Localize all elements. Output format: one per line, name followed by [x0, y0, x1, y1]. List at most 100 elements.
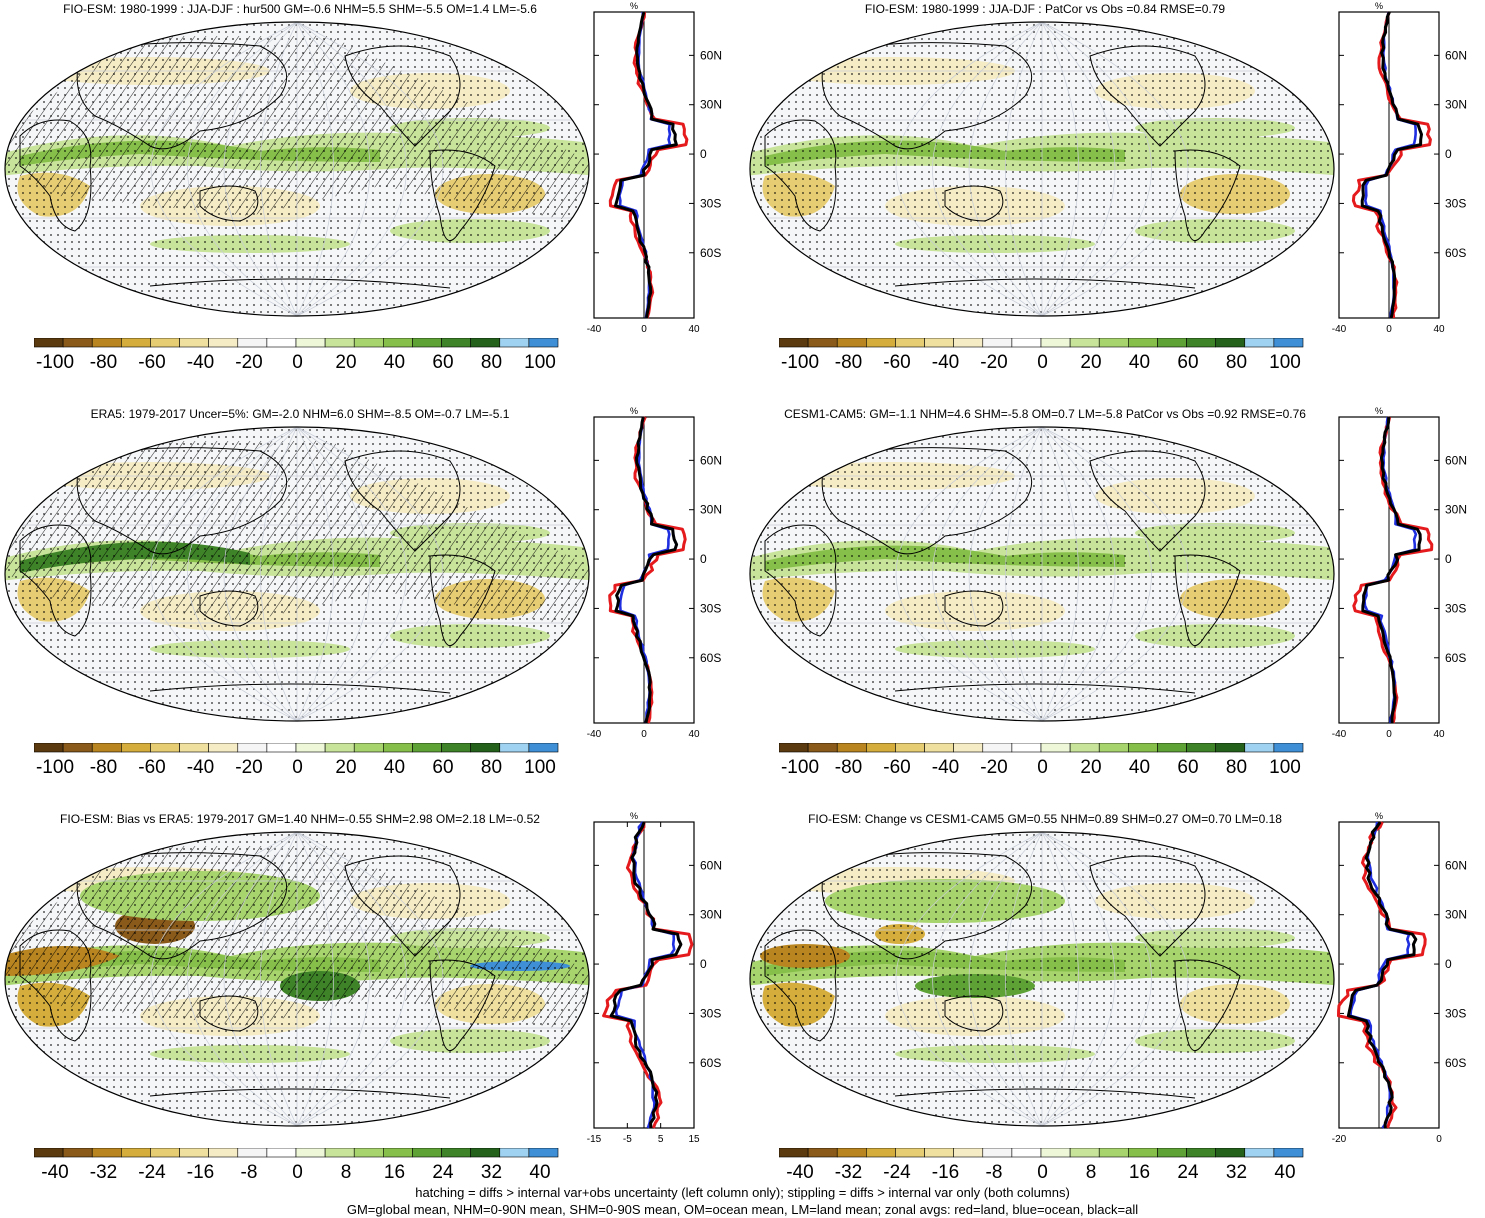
colorbar-label: -20 [980, 352, 1008, 373]
colorbar-label: -24 [138, 1162, 166, 1183]
colorbar-labels: -100 -80 -60 -40 -20 0 20 40 60 80 100 [775, 352, 1315, 376]
colorbar-cell [179, 338, 209, 348]
zonal-ytick: 30S [1445, 1006, 1466, 1020]
colorbar-label: -20 [980, 757, 1008, 778]
colorbar-cell [895, 1148, 925, 1158]
zonal-ytick: 30N [1445, 908, 1467, 922]
zonal-average-plot: % 60N 30N 0 30S 60S -40 0 40 [1332, 406, 1467, 740]
colorbar-cell [150, 743, 180, 753]
colorbar-label: 80 [480, 352, 503, 373]
colorbar-cell [237, 338, 268, 348]
zonal-ytick: 60S [1445, 651, 1466, 665]
colorbar-cell [779, 1148, 809, 1158]
zonal-ytick: 30N [1445, 503, 1467, 517]
colorbar-labels: -100 -80 -60 -40 -20 0 20 40 60 80 100 [775, 757, 1315, 781]
colorbar-labels: -40 -32 -24 -16 -8 0 8 16 24 32 40 [775, 1162, 1315, 1186]
colorbar-label: 20 [335, 352, 357, 373]
colorbar-cell [1011, 1148, 1042, 1158]
colorbar-cell [266, 1148, 297, 1158]
colorbar-cell [982, 743, 1013, 753]
zonal-ytick: 0 [1445, 552, 1452, 566]
zonal-unit: % [1375, 1, 1383, 11]
colorbar-label: 0 [292, 352, 303, 373]
zonal-ytick: 0 [700, 552, 707, 566]
zonal-xtick: -40 [587, 324, 602, 335]
colorbar-label: -80 [834, 352, 863, 373]
colorbar-cell [208, 1148, 239, 1158]
zonal-ytick: 60N [700, 48, 722, 62]
figure-panel: FIO-ESM: 1980-1999 : JJA-DJF : hur500 GM… [0, 0, 742, 405]
colorbar-label: 20 [1080, 352, 1102, 373]
zonal-xtick: 0 [1386, 324, 1392, 335]
colorbar-cell [1040, 338, 1071, 348]
colorbar-label: 40 [529, 1162, 551, 1183]
colorbar-label: 60 [1177, 352, 1199, 373]
colorbar-cell [1186, 338, 1216, 348]
colorbar [779, 338, 1304, 348]
colorbar-cell [1157, 743, 1187, 753]
colorbar-cell [1157, 338, 1187, 348]
colorbar-label: -40 [931, 757, 960, 778]
figure-panel: FIO-ESM: 1980-1999 : JJA-DJF : PatCor vs… [745, 0, 1485, 405]
world-map [4, 21, 590, 317]
zonal-xtick: 0 [641, 324, 647, 335]
colorbar-cell [34, 338, 64, 348]
colorbar-label: 100 [524, 352, 556, 373]
world-map [749, 831, 1335, 1127]
colorbar-cell [441, 338, 471, 348]
panel-title: FIO-ESM: 1980-1999 : JJA-DJF : hur500 GM… [63, 2, 537, 16]
colorbar-cell [807, 338, 838, 348]
colorbar-cell [179, 1148, 209, 1158]
colorbar-label: 60 [432, 352, 454, 373]
colorbar-cell [353, 743, 384, 753]
footer-line-2: GM=global mean, NHM=0-90N mean, SHM=0-90… [346, 1202, 1139, 1217]
colorbar-cell [91, 1148, 122, 1158]
colorbar-cell [779, 338, 809, 348]
colorbar-cell [528, 1148, 559, 1158]
zonal-xtick: 40 [1433, 324, 1445, 335]
colorbar-label: 8 [340, 1162, 352, 1183]
colorbar-label: -40 [186, 352, 215, 373]
colorbar-cell [266, 338, 297, 348]
colorbar-cell [1273, 338, 1304, 348]
world-map [4, 831, 590, 1127]
colorbar-cell [150, 338, 180, 348]
colorbar-cell [866, 1148, 896, 1158]
zonal-average-plot: % 60N 30N 0 30S 60S -40 0 40 [1332, 1, 1467, 335]
zonal-xtick: 15 [688, 1134, 700, 1145]
colorbar-label: -16 [931, 1162, 960, 1183]
colorbar-label: 80 [1225, 352, 1248, 373]
colorbar-cell [34, 743, 64, 753]
zonal-all-line [614, 11, 678, 319]
colorbar-label: -8 [240, 1162, 258, 1183]
zonal-xtick: -40 [1332, 324, 1347, 335]
zonal-xtick: -20 [1332, 1134, 1347, 1145]
colorbar-cell [1069, 743, 1100, 753]
colorbar-cell [383, 743, 413, 753]
zonal-ytick: 0 [1445, 147, 1452, 161]
figure-panel: FIO-ESM: Bias vs ERA5: 1979-2017 GM=1.40… [0, 810, 742, 1215]
figure-panel: CESM1-CAM5: GM=-1.1 NHM=4.6 SHM=-5.8 OM=… [745, 405, 1485, 810]
colorbar-label: -100 [35, 352, 75, 373]
colorbar-label: 24 [1177, 1162, 1199, 1183]
colorbar-label: -20 [235, 352, 263, 373]
colorbar-label: 0 [1037, 352, 1048, 373]
colorbar-label: 20 [1080, 757, 1102, 778]
zonal-ytick: 60N [700, 453, 722, 467]
colorbar-label: -60 [138, 352, 166, 373]
colorbar-cell [807, 743, 838, 753]
world-map [749, 21, 1335, 317]
colorbar-cell [412, 743, 442, 753]
figure-panel: FIO-ESM: Change vs CESM1-CAM5 GM=0.55 NH… [745, 810, 1485, 1215]
colorbar-label: 100 [524, 757, 556, 778]
colorbar-cell [150, 1148, 180, 1158]
colorbar-cell [1157, 1148, 1187, 1158]
colorbar-cell [953, 338, 984, 348]
zonal-xtick: 40 [1433, 729, 1445, 740]
zonal-average-plot: % 60N 30N 0 30S 60S -20 0 [1332, 811, 1467, 1145]
colorbar-cell [1244, 1148, 1275, 1158]
zonal-ytick: 30N [700, 98, 722, 112]
colorbar-cell [1273, 743, 1304, 753]
zonal-land-line [602, 822, 694, 1129]
colorbar-label: 40 [1128, 352, 1151, 373]
